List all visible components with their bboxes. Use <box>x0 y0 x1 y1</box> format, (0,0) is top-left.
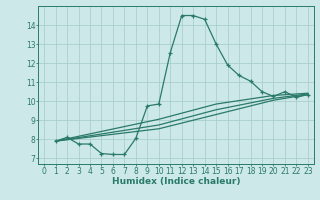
X-axis label: Humidex (Indice chaleur): Humidex (Indice chaleur) <box>112 177 240 186</box>
